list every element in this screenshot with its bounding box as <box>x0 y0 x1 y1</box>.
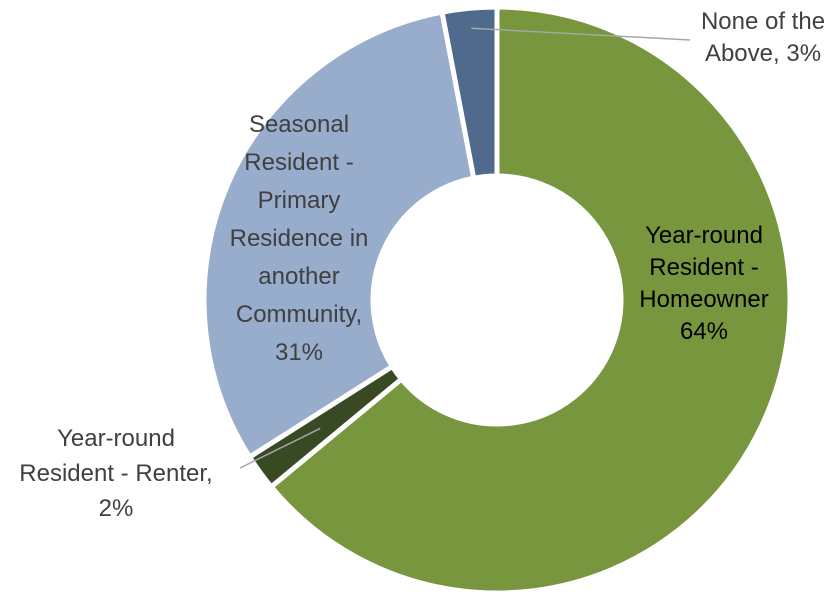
data-label-line: 64% <box>680 318 728 345</box>
data-label-line: Community, <box>236 301 362 328</box>
data-label-line: Homeowner <box>639 286 768 313</box>
data-label-line: Above, 3% <box>705 40 821 67</box>
slice-seasonal-resident-primary-residence-in-another-community <box>201 9 477 461</box>
data-label-line: Primary <box>258 187 341 214</box>
data-label-line: 2% <box>99 495 134 522</box>
data-label-line: another <box>258 263 339 290</box>
leader-line-year-round-resident-renter <box>239 427 321 469</box>
data-label-line: Resident - <box>244 149 353 176</box>
leader-line-none-of-the-above <box>471 27 691 41</box>
data-label-line: Residence in <box>230 225 369 252</box>
data-label-none-of-the-above: None of the Above, 3% <box>701 8 825 67</box>
data-label-year-round-resident-homeowner: Year-round Resident - Homeowner 64% <box>639 222 768 345</box>
data-label-seasonal-resident-primary-residence-in-another-community: Seasonal Resident - Primary Residence in ano… <box>230 111 369 366</box>
data-label-line: 31% <box>275 339 323 366</box>
data-label-line: Seasonal <box>249 111 349 138</box>
slice-year-round-resident-homeowner <box>267 4 793 595</box>
data-label-year-round-resident-renter: Year-round Resident - Renter, 2% <box>19 425 212 522</box>
data-label-line: Resident - <box>649 254 758 281</box>
data-labels-group: Year-round Resident -Homeowner 64%Year-rou… <box>19 8 825 522</box>
leader-lines-group <box>239 27 691 469</box>
data-label-line: Resident - Renter, <box>19 460 212 487</box>
data-label-line: Year-round <box>645 222 763 249</box>
slice-none-of-the-above <box>439 4 500 182</box>
slices-group <box>201 4 793 595</box>
data-label-line: Year-round <box>57 425 175 452</box>
data-label-line: None of the <box>701 8 825 35</box>
